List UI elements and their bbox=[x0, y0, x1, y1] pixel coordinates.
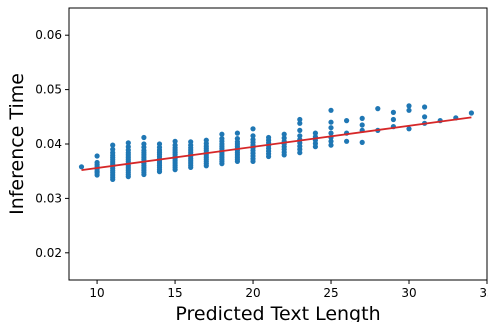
data-point bbox=[359, 139, 365, 145]
data-point bbox=[406, 126, 412, 132]
y-tick-label: 0.03 bbox=[35, 191, 62, 205]
y-tick-label: 0.05 bbox=[35, 83, 62, 97]
data-point bbox=[203, 137, 209, 143]
data-point bbox=[281, 131, 287, 137]
y-tick-label: 0.06 bbox=[35, 28, 62, 42]
data-point bbox=[359, 115, 365, 121]
data-point bbox=[125, 140, 131, 146]
data-point bbox=[344, 138, 350, 144]
x-tick-label: 35 bbox=[479, 286, 488, 300]
data-point bbox=[266, 134, 272, 141]
fit-line-layer bbox=[81, 116, 472, 172]
data-point bbox=[110, 146, 116, 152]
x-tick-label: 10 bbox=[89, 286, 104, 300]
data-point bbox=[468, 110, 474, 116]
data-point bbox=[78, 164, 85, 170]
data-point bbox=[359, 122, 365, 128]
data-point bbox=[250, 126, 256, 132]
data-point bbox=[390, 116, 396, 123]
data-point bbox=[328, 125, 334, 131]
scatter-points bbox=[78, 103, 474, 182]
data-point bbox=[250, 137, 256, 143]
data-point bbox=[344, 118, 350, 124]
data-point bbox=[188, 139, 194, 145]
data-point bbox=[172, 142, 178, 148]
data-point bbox=[94, 153, 100, 159]
data-point bbox=[234, 130, 240, 136]
data-point bbox=[141, 141, 147, 147]
y-axis-label: Inference Time bbox=[6, 73, 28, 215]
data-point bbox=[110, 142, 116, 148]
data-point bbox=[328, 142, 334, 148]
data-point bbox=[375, 106, 381, 112]
data-point bbox=[406, 103, 412, 109]
data-point bbox=[406, 107, 412, 113]
data-point bbox=[125, 144, 131, 150]
data-point bbox=[219, 131, 225, 137]
x-tick-label: 25 bbox=[323, 286, 338, 300]
data-point bbox=[219, 136, 225, 142]
data-point bbox=[422, 104, 428, 110]
data-point bbox=[141, 134, 147, 141]
y-tick-label: 0.02 bbox=[35, 246, 62, 260]
data-point bbox=[297, 133, 303, 139]
axes: 10 15 20 25 30 35 0.02 0.03 0.04 0.05 0.06 bbox=[35, 7, 488, 300]
x-tick-label: 30 bbox=[401, 286, 416, 300]
data-point bbox=[328, 107, 334, 113]
data-point bbox=[94, 159, 100, 166]
data-point bbox=[297, 120, 303, 126]
x-axis-label: Predicted Text Length bbox=[175, 303, 380, 322]
data-point bbox=[312, 130, 318, 136]
y-tick-label: 0.04 bbox=[35, 137, 62, 151]
x-tick-label: 15 bbox=[167, 286, 182, 300]
data-point bbox=[297, 127, 303, 133]
data-point bbox=[328, 130, 334, 136]
data-point bbox=[422, 114, 428, 120]
data-point bbox=[328, 138, 334, 144]
data-point bbox=[281, 135, 287, 141]
fit-line bbox=[81, 116, 472, 172]
data-point bbox=[234, 136, 240, 142]
data-point bbox=[328, 119, 334, 125]
x-tick-label: 20 bbox=[245, 286, 260, 300]
data-point bbox=[250, 133, 256, 139]
data-point bbox=[390, 109, 396, 115]
data-point bbox=[156, 141, 163, 147]
data-point bbox=[172, 138, 178, 144]
data-point bbox=[297, 116, 303, 123]
